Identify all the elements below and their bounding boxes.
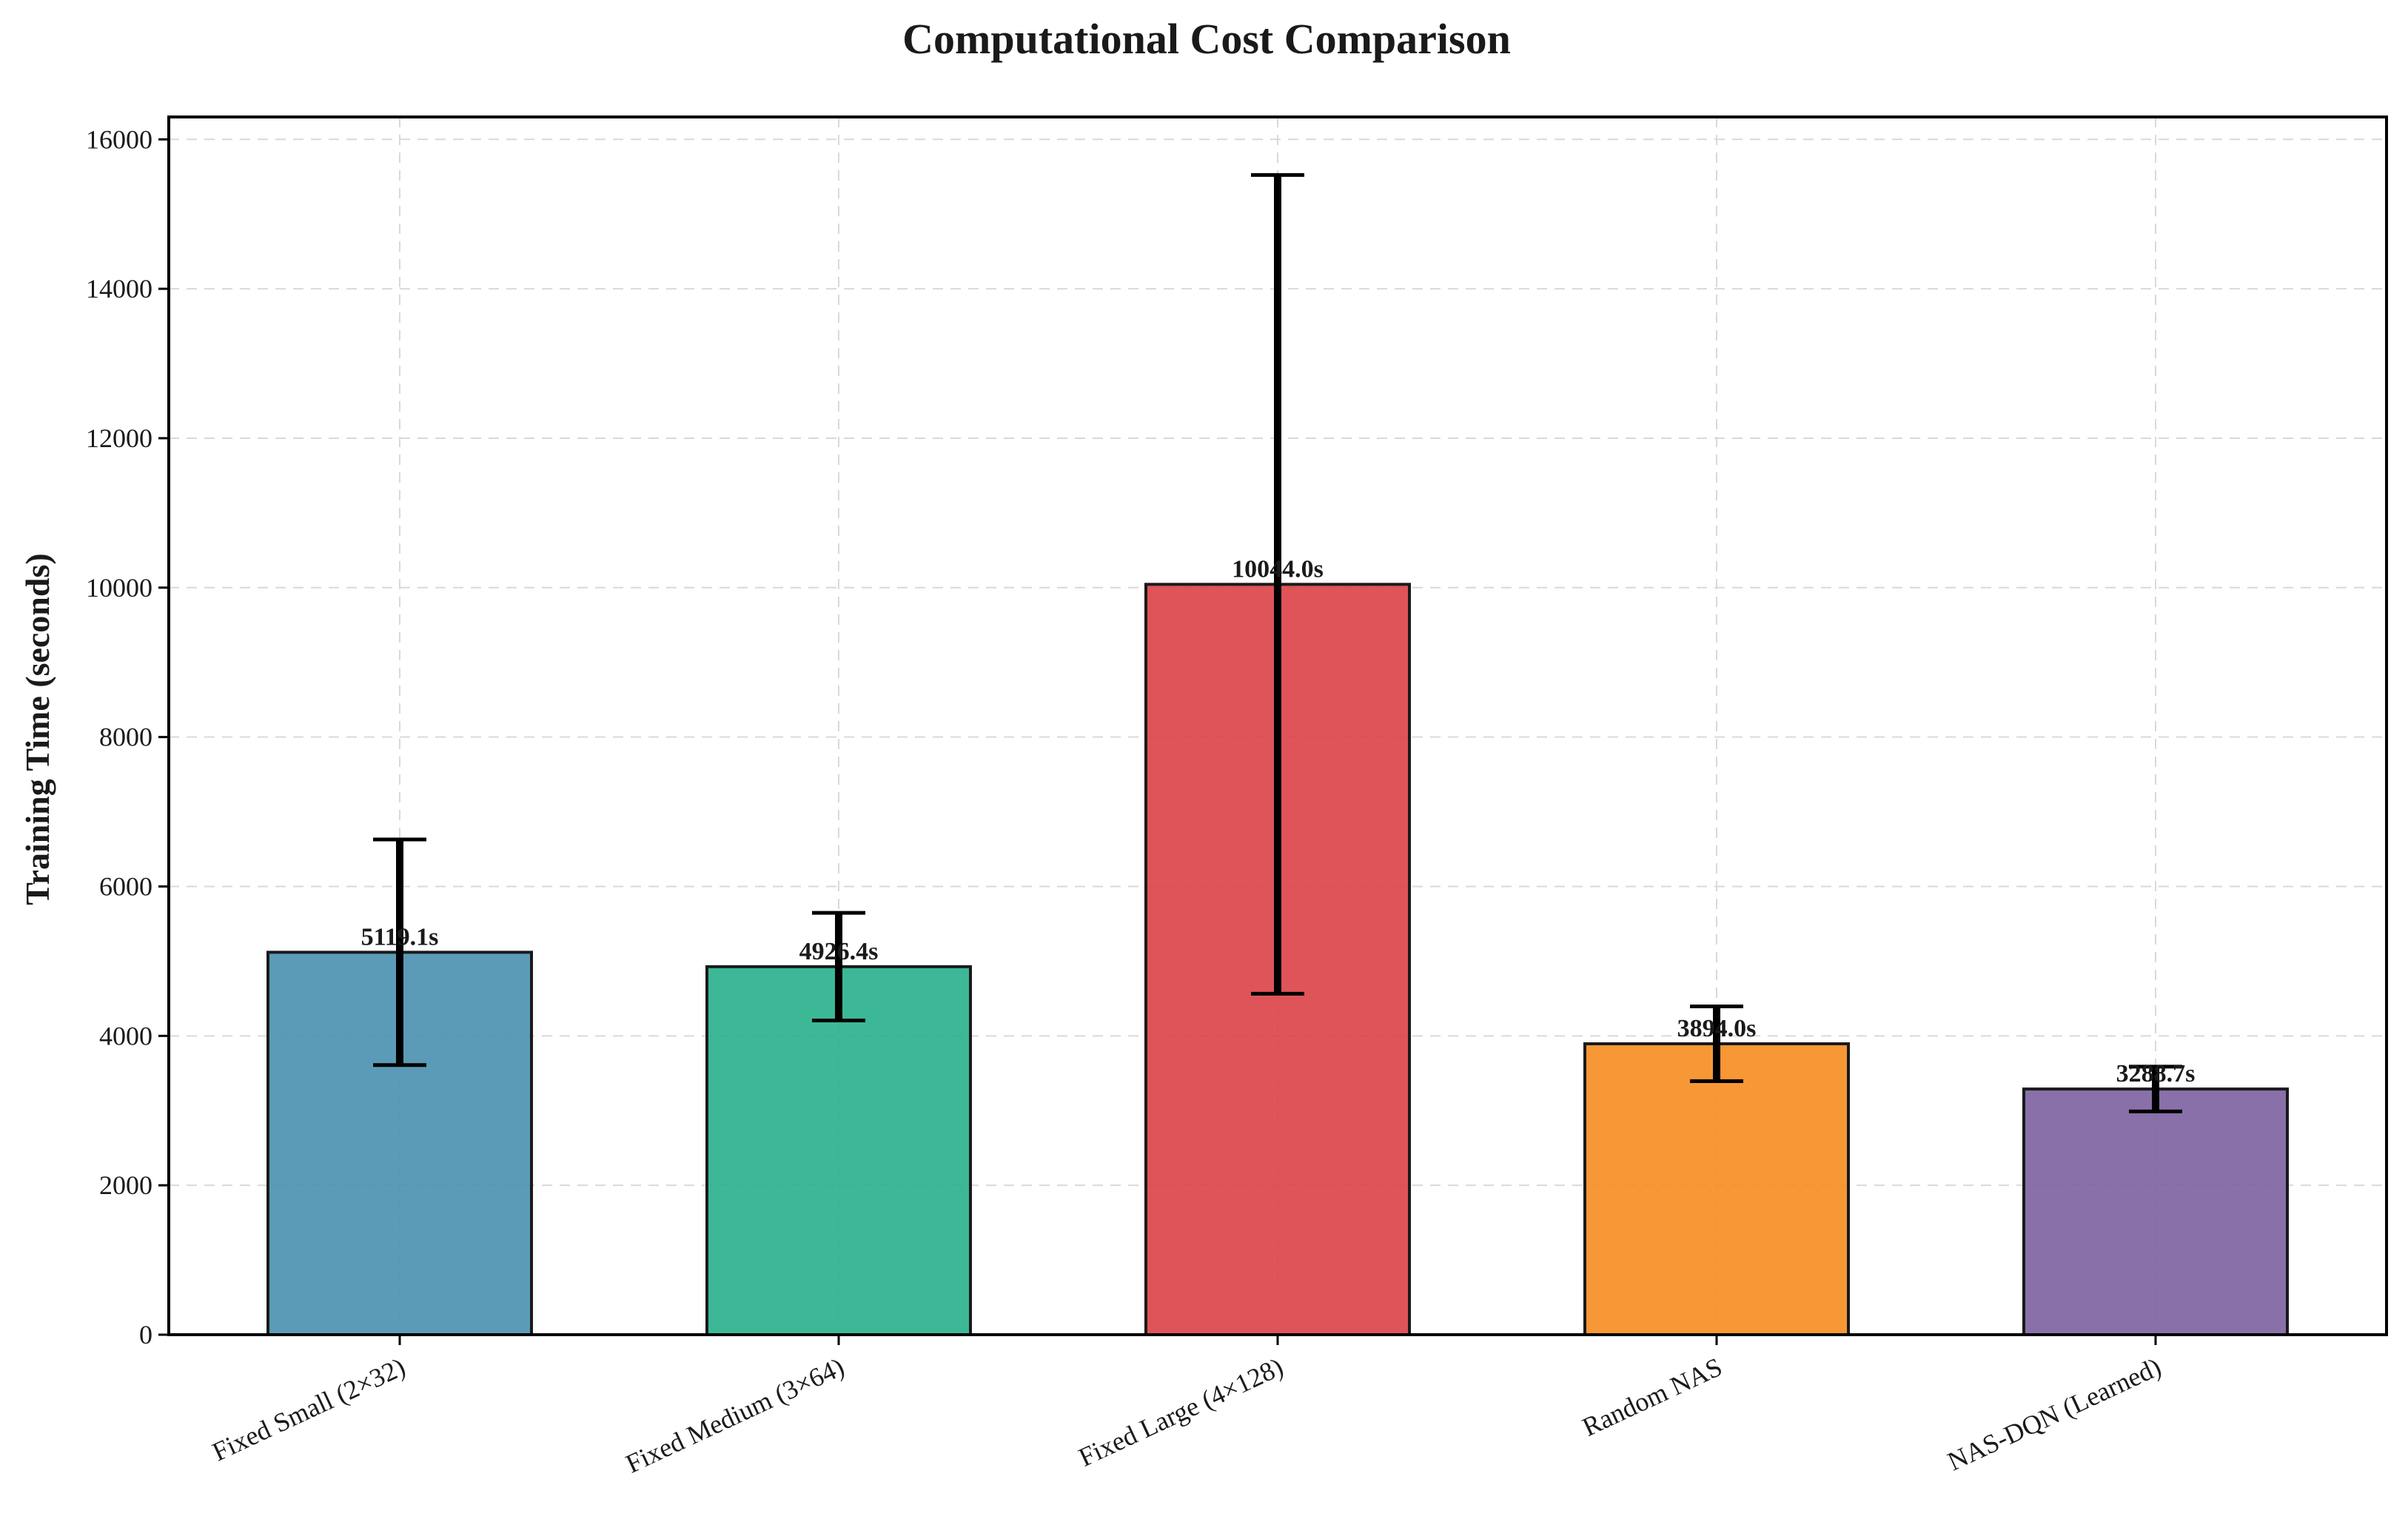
bar-value-label: 4926.4s [799, 938, 879, 965]
bar-value-label: 10044.0s [1232, 555, 1324, 583]
plot-frame [167, 115, 2388, 1336]
y-tick-label: 6000 [99, 871, 152, 901]
x-axis-ticks: Fixed Small (2×32) Fixed Medium (3×64) Fix… [208, 1335, 2165, 1479]
error-bars [373, 172, 2182, 1113]
x-tick-label: Fixed Small (2×32) [208, 1352, 410, 1467]
bar-value-label: 3894.0s [1677, 1015, 1757, 1042]
y-axis-label: Training Time (seconds) [19, 553, 56, 905]
bar-value-label: 5119.1s [361, 923, 439, 951]
bar-value-label: 3288.7s [2116, 1060, 2196, 1087]
y-tick-label: 4000 [99, 1021, 152, 1050]
x-tick-label: Random NAS [1577, 1352, 1726, 1442]
y-tick-label: 8000 [99, 723, 152, 752]
x-tick-label: NAS-DQN (Learned) [1943, 1352, 2165, 1476]
y-tick-label: 16000 [86, 124, 152, 154]
value-labels: 5119.1s 4926.4s 10044.0s 3894.0s 3288.7s [361, 555, 2196, 1087]
bar [2022, 1087, 2289, 1337]
y-tick-label: 10000 [86, 573, 152, 603]
y-tick-label: 2000 [99, 1170, 152, 1200]
y-tick-label: 14000 [86, 274, 152, 304]
y-tick-label: 0 [139, 1320, 152, 1350]
y-axis-ticks: 0 2000 4000 6000 8000 10000 12000 14000 16000 [86, 124, 169, 1350]
y-tick-label: 12000 [86, 423, 152, 453]
x-tick-label: Fixed Medium (3×64) [621, 1352, 848, 1479]
bar [705, 965, 972, 1337]
x-tick-label: Fixed Large (4×128) [1074, 1352, 1287, 1472]
bar [1583, 1042, 1850, 1337]
chart-title: Computational Cost Comparison [902, 15, 1511, 63]
